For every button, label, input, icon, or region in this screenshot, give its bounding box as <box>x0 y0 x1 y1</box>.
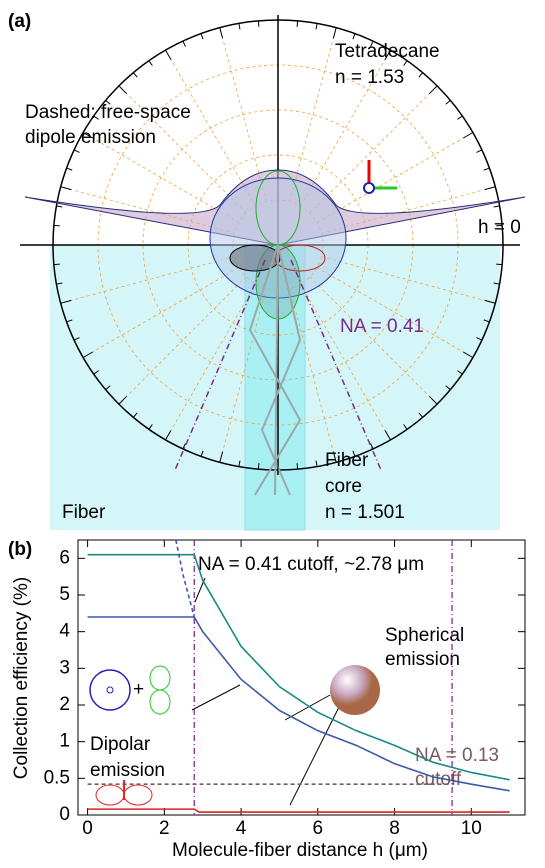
series-line <box>88 809 510 812</box>
h-label: h = 0 <box>478 217 521 238</box>
polar-tick <box>333 28 336 39</box>
y-tick-label: 2 <box>59 694 70 715</box>
core-label: core <box>325 476 362 497</box>
x-tick-label: 10 <box>461 818 482 839</box>
polar-tick <box>61 187 72 190</box>
polar-tick <box>485 187 496 190</box>
y-tick-label: 1 <box>59 731 70 752</box>
annotation: NA = 0.41 cutoff, ~2.78 μm <box>198 554 424 575</box>
x-tick-label: 8 <box>389 818 400 839</box>
figure: (a) Tetradecane n = 1.53 Dashed: free-sp… <box>0 0 545 863</box>
dipole-icon <box>150 690 170 714</box>
axes-icon <box>364 160 397 193</box>
sphere-icon <box>330 665 380 715</box>
na-label: NA = 0.41 <box>340 316 424 337</box>
polar-tick <box>133 73 137 78</box>
polar-tick <box>166 50 172 60</box>
pointers <box>192 578 340 805</box>
x-tick-label: 2 <box>159 818 170 839</box>
polar-tick <box>183 41 186 46</box>
dipole-icon <box>107 687 113 693</box>
dipole-icon <box>150 666 170 690</box>
dipole-icon <box>90 670 130 710</box>
y-tick-label: 4 <box>59 621 70 642</box>
polar-tick <box>54 225 60 226</box>
y-tick-label: 5 <box>59 584 70 605</box>
polar-tick <box>258 21 259 27</box>
note: Dashed: free-space <box>25 102 191 123</box>
polar-tick <box>494 206 500 207</box>
polar-tick <box>297 21 298 27</box>
annotation: emission <box>90 760 165 781</box>
polar-tick <box>297 463 298 469</box>
plus-sign: + <box>133 679 144 700</box>
polar-tick <box>74 150 79 153</box>
polar-tick <box>463 133 473 139</box>
y-tick-label: 6 <box>59 547 70 568</box>
polar-tick <box>496 225 502 226</box>
y-axis-title: Collection efficiency (%) <box>11 577 32 779</box>
x-tick-label: 0 <box>82 818 93 839</box>
polar-tick <box>476 150 481 153</box>
medium-index: n = 1.53 <box>335 67 404 88</box>
annotation: Dipolar <box>90 734 151 755</box>
polar-tick <box>258 463 259 469</box>
polar-tick <box>496 264 502 265</box>
polar-tick <box>149 61 152 66</box>
polar-tick <box>353 34 355 40</box>
panel-label: (b) <box>8 539 32 560</box>
note: dipole emission <box>25 127 156 148</box>
x-tick-label: 4 <box>236 818 247 839</box>
annotation: NA = 0.13 <box>415 745 499 766</box>
panel-b: (b) Molecule-fiber distance h (μm) Colle… <box>8 539 525 861</box>
fiber-label: Fiber <box>62 502 106 523</box>
core-index: n = 1.501 <box>325 502 405 523</box>
series-line <box>176 540 194 617</box>
y-tick-label: 0.5 <box>44 767 70 788</box>
x-tick-label: 6 <box>313 818 324 839</box>
polar-tick <box>484 168 490 170</box>
medium: Tetradecane <box>335 41 440 62</box>
polar-tick <box>220 28 223 39</box>
polar-tick <box>419 73 423 78</box>
annotation: cutoff <box>415 769 462 790</box>
x-axis-title: Molecule-fiber distance h (μm) <box>172 840 428 861</box>
y-tick-label: 3 <box>59 657 70 678</box>
y-tick-label: 0 <box>59 804 70 825</box>
polar-tick <box>446 100 451 104</box>
panel-a: (a) Tetradecane n = 1.53 Dashed: free-sp… <box>8 11 525 530</box>
dipole-icon <box>124 785 152 805</box>
polar-tick <box>56 206 62 207</box>
panel-label: (a) <box>8 11 31 32</box>
polar-tick <box>457 116 462 119</box>
polar-tick <box>239 23 240 29</box>
polar-tick <box>119 86 127 94</box>
dipole-icon <box>96 785 124 805</box>
polar-tick <box>429 86 437 94</box>
polar-tick <box>67 168 73 170</box>
core-label: Fiber <box>325 450 369 471</box>
polar-tick <box>316 23 317 29</box>
annotation: emission <box>385 649 460 670</box>
polar-tick <box>54 264 60 265</box>
polar-tick <box>201 34 203 40</box>
lobe <box>230 245 280 271</box>
